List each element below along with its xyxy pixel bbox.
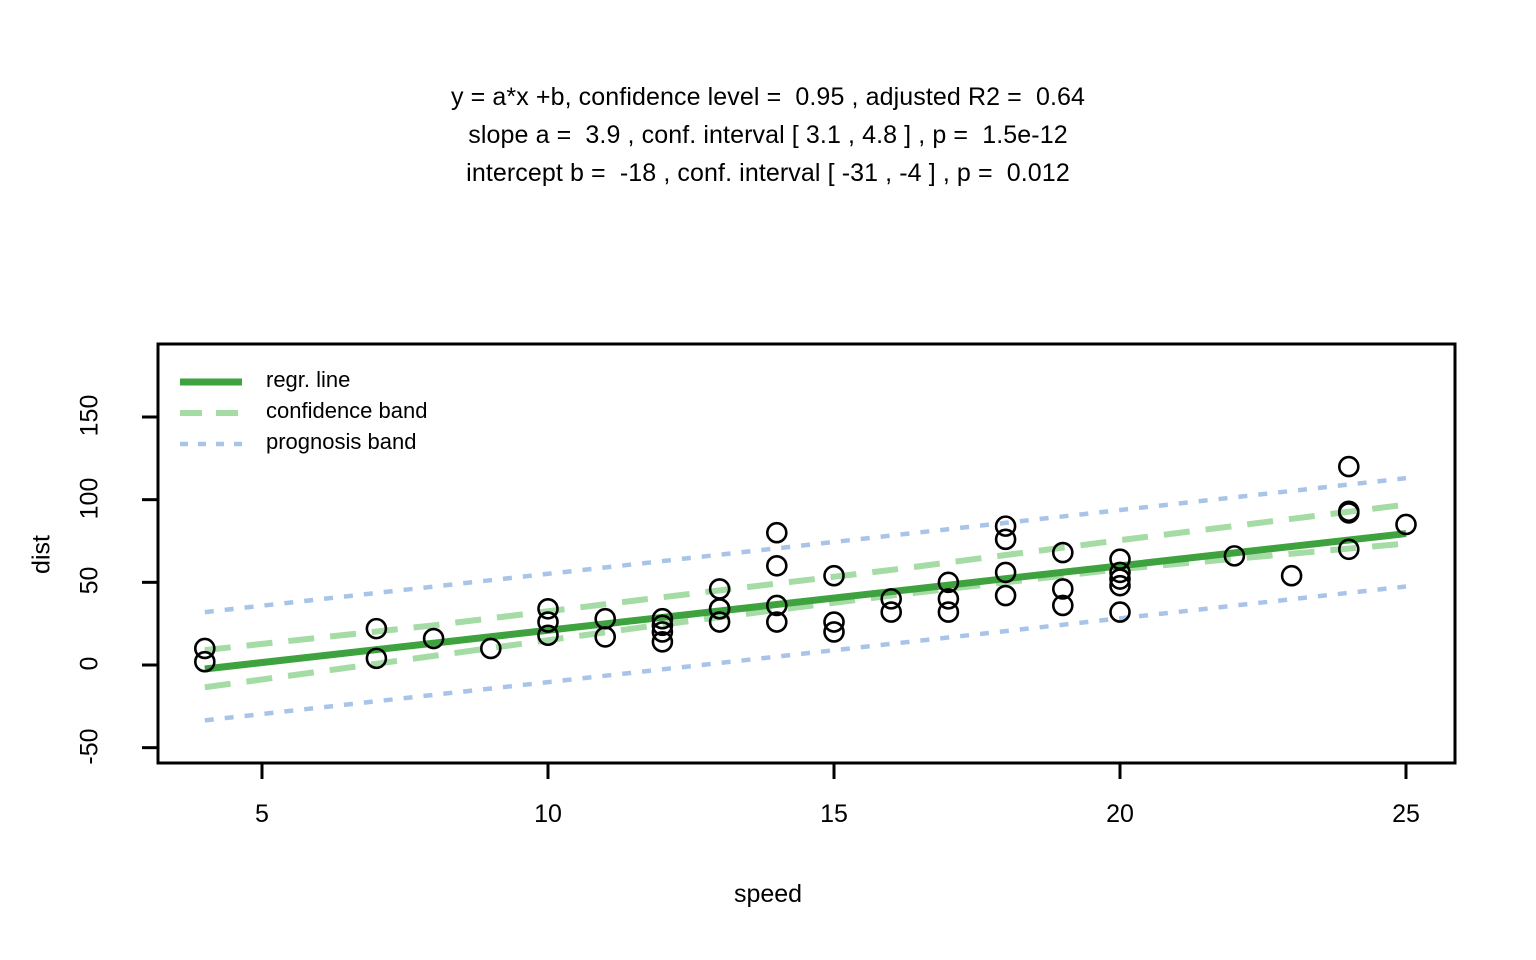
legend-label: prognosis band [266, 429, 417, 454]
data-point [537, 611, 559, 633]
confidence-band-lower [204, 540, 1407, 691]
regression-line [204, 530, 1407, 673]
data-point [365, 647, 388, 670]
y-axis-label: dist [27, 535, 56, 574]
data-point [1109, 574, 1131, 597]
data-point [765, 594, 788, 617]
prognosis-band-lower [204, 584, 1407, 723]
data-points [194, 455, 1417, 673]
data-point [651, 621, 674, 643]
y-tick-label: 0 [75, 656, 104, 671]
data-point [1109, 561, 1131, 584]
data-point [479, 637, 502, 660]
data-point [1109, 548, 1131, 570]
plot-title: y = a*x +b, confidence level = 0.95 , ad… [0, 78, 1536, 192]
title-line-model: y = a*x +b, confidence level = 0.95 , ad… [451, 83, 1085, 111]
x-tick-label: 15 [820, 800, 848, 828]
legend-label: confidence band [266, 398, 428, 423]
data-point [365, 617, 388, 640]
data-point [1338, 500, 1360, 523]
data-point [937, 571, 960, 594]
data-point [708, 578, 731, 600]
x-axis-label: speed [733, 880, 803, 908]
data-point [651, 631, 674, 653]
data-point [1052, 541, 1074, 564]
data-point [422, 627, 445, 650]
data-point [994, 528, 1017, 551]
data-point [765, 554, 788, 577]
data-point [880, 601, 903, 623]
data-point [1223, 545, 1246, 567]
x-tick-label: 25 [1392, 800, 1420, 828]
data-point [823, 611, 845, 633]
data-point [823, 621, 845, 643]
data-point [937, 588, 960, 610]
y-tick-label: 100 [75, 477, 104, 520]
x-tick-label: 5 [255, 800, 269, 828]
data-point [937, 601, 960, 623]
prognosis-band-upper [204, 475, 1407, 615]
title-line-slope: slope a = 3.9 , conf. interval [ 3.1 , 4… [468, 121, 1068, 149]
data-point [765, 611, 788, 633]
data-point [1280, 564, 1303, 587]
data-point [765, 521, 788, 544]
data-point [994, 515, 1017, 537]
data-point [708, 611, 731, 633]
data-point [1338, 455, 1360, 478]
y-tick-label: 50 [75, 566, 104, 595]
data-point [1052, 578, 1074, 600]
data-point [994, 561, 1017, 584]
data-point [537, 624, 559, 647]
x-tick-label: 10 [534, 800, 562, 828]
y-tick-label: 150 [75, 394, 104, 437]
data-point [823, 564, 845, 587]
data-point [1052, 594, 1074, 617]
confidence-band-upper [204, 501, 1407, 654]
data-point [594, 607, 617, 630]
data-point [194, 650, 216, 673]
data-point [1338, 538, 1360, 561]
plot-box [156, 342, 1457, 765]
data-point [1109, 601, 1131, 623]
y-tick-label: -50 [75, 728, 104, 765]
data-point [651, 614, 674, 637]
data-point [651, 607, 674, 630]
title-line-intercept: intercept b = -18 , conf. interval [ -31… [466, 159, 1070, 187]
data-point [537, 597, 559, 620]
x-tick-label: 20 [1106, 800, 1134, 828]
data-point [994, 584, 1017, 607]
data-point [1395, 513, 1417, 536]
data-point [594, 626, 617, 648]
data-point [880, 588, 903, 610]
legend-label: regr. line [266, 367, 351, 392]
data-point [194, 637, 216, 660]
